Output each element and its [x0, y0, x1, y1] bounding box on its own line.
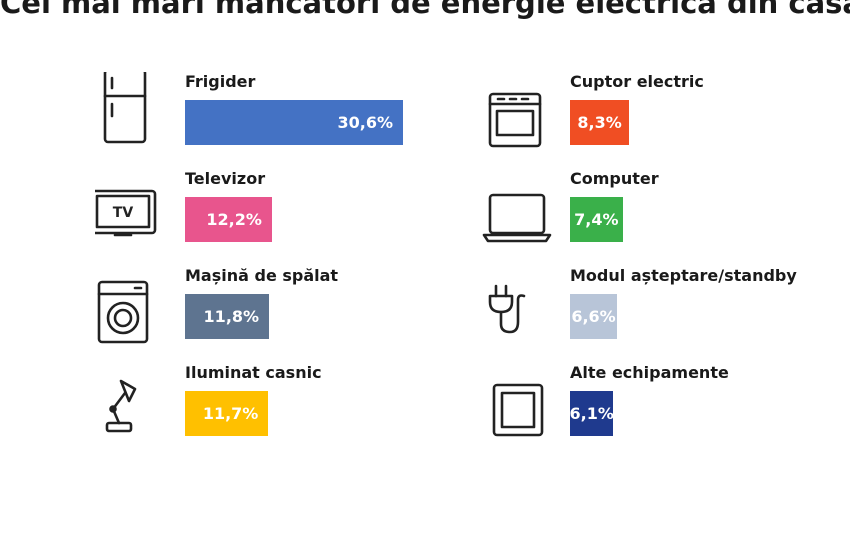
- value-label: 6,1%: [569, 404, 614, 423]
- plug-icon: [480, 266, 560, 346]
- tv-icon: TV: [95, 169, 175, 249]
- bar-televizor: 12,2%: [185, 197, 272, 242]
- item-masina-de-spalat: Mașină de spălat 11,8%: [95, 266, 455, 346]
- bar-computer: 7,4%: [570, 197, 623, 242]
- tv-label: TV: [113, 205, 134, 221]
- oven-icon: [480, 72, 560, 152]
- value-label: 8,3%: [577, 113, 622, 132]
- item-televizor: TV Televizor 12,2%: [95, 169, 455, 249]
- category-label: Cuptor electric: [570, 72, 704, 91]
- item-iluminat-casnic: Iluminat casnic 11,7%: [95, 363, 455, 443]
- value-label: 6,6%: [571, 307, 616, 326]
- category-label: Computer: [570, 169, 659, 188]
- square-outlet-icon: [480, 363, 560, 443]
- value-label: 11,7%: [202, 404, 259, 423]
- item-alte-echipamente: Alte echipamente 6,1%: [480, 363, 840, 443]
- chart-title: Cei mai mari mâncători de energie electr…: [0, 0, 850, 20]
- laptop-icon: [480, 169, 560, 249]
- bar-alte-echipamente: 6,1%: [569, 391, 614, 436]
- value-label: 7,4%: [574, 210, 619, 229]
- item-cuptor-electric: Cuptor electric 8,3%: [480, 72, 840, 152]
- item-standby: Modul așteptare/standby 6,6%: [480, 266, 840, 346]
- category-label: Iluminat casnic: [185, 363, 322, 382]
- item-frigider: Frigider 30,6%: [95, 72, 455, 152]
- bar-iluminat-casnic: 11,7%: [185, 391, 269, 436]
- category-label: Modul așteptare/standby: [570, 266, 797, 285]
- bar-cuptor-electric: 8,3%: [570, 100, 630, 145]
- value-label: 11,8%: [203, 307, 260, 326]
- category-label: Alte echipamente: [570, 363, 729, 382]
- bar-frigider: 30,6%: [185, 100, 403, 145]
- category-label: Frigider: [185, 72, 256, 91]
- value-label: 30,6%: [337, 113, 393, 132]
- fridge-icon: [95, 72, 175, 152]
- category-label: Televizor: [185, 169, 266, 188]
- category-label: Mașină de spălat: [185, 266, 339, 285]
- value-label: 12,2%: [206, 210, 262, 229]
- item-computer: Computer 7,4%: [480, 169, 840, 249]
- bar-standby: 6,6%: [570, 294, 618, 339]
- desk-lamp-icon: [95, 363, 175, 443]
- bar-masina-de-spalat: 11,8%: [185, 294, 270, 339]
- washing-machine-icon: [95, 266, 175, 346]
